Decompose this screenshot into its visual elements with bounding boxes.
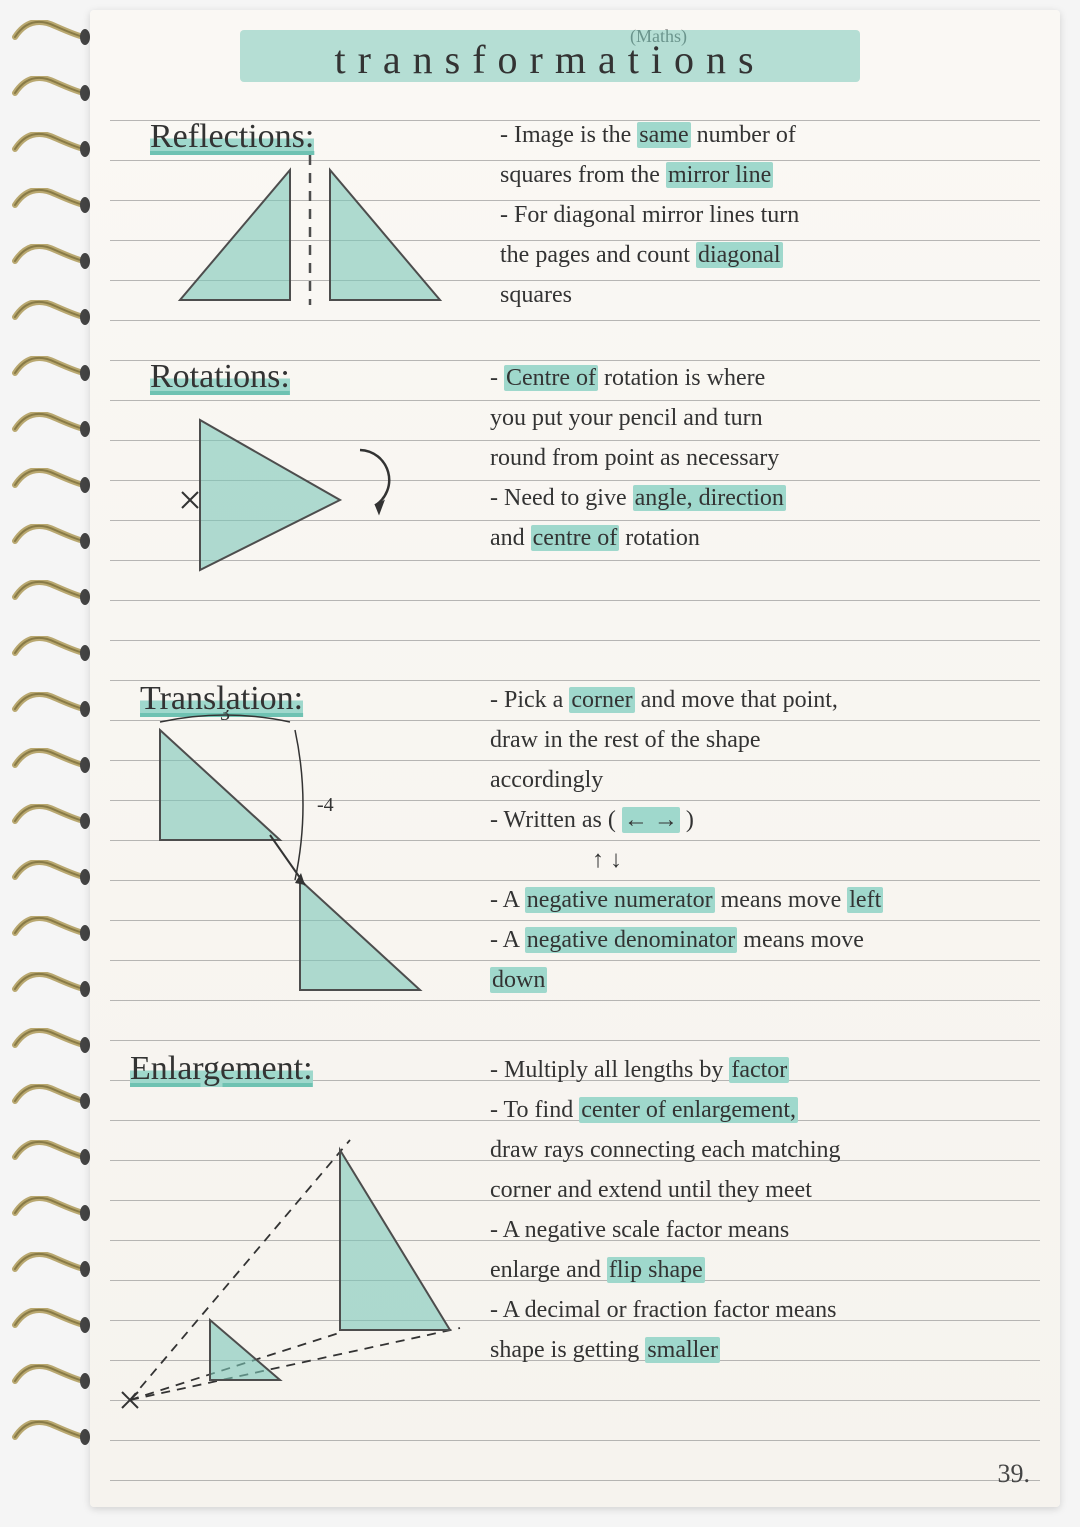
spiral-ring	[10, 1028, 90, 1062]
spiral-ring	[10, 1140, 90, 1174]
spiral-ring	[10, 188, 90, 222]
spiral-ring	[10, 468, 90, 502]
spiral-ring	[10, 692, 90, 726]
spiral-ring	[10, 748, 90, 782]
spiral-ring	[10, 1364, 90, 1398]
svg-text:-4: -4	[317, 794, 334, 816]
spiral-ring	[10, 524, 90, 558]
page-number: 39.	[998, 1459, 1031, 1489]
spiral-ring	[10, 580, 90, 614]
rotations-diagram	[170, 400, 430, 590]
enlargement-notes: - Multiply all lengths by factor - To fi…	[490, 1050, 841, 1370]
spiral-ring	[10, 132, 90, 166]
enlargement-diagram	[110, 1080, 470, 1410]
spiral-ring	[10, 20, 90, 54]
spiral-ring	[10, 356, 90, 390]
spiral-binding	[10, 20, 100, 1487]
translation-notes: - Pick a corner and move that point, dra…	[490, 680, 883, 1000]
spiral-ring	[10, 860, 90, 894]
spiral-ring	[10, 636, 90, 670]
spiral-ring	[10, 1308, 90, 1342]
page-title-block: (Maths) transformations	[240, 30, 860, 82]
spiral-ring	[10, 1420, 90, 1454]
spiral-ring	[10, 244, 90, 278]
spiral-ring	[10, 300, 90, 334]
spiral-ring	[10, 1252, 90, 1286]
spiral-ring	[10, 804, 90, 838]
spiral-ring	[10, 916, 90, 950]
svg-text:3: 3	[220, 710, 230, 725]
spiral-ring	[10, 412, 90, 446]
reflections-notes: - Image is the same number of squares fr…	[500, 115, 799, 315]
notebook-page: (Maths) transformations Reflections:- Im…	[90, 10, 1060, 1507]
spiral-ring	[10, 1196, 90, 1230]
spiral-ring	[10, 76, 90, 110]
spiral-ring	[10, 1084, 90, 1118]
rotations-heading: Rotations:	[150, 358, 290, 396]
spiral-ring	[10, 972, 90, 1006]
page-title: transformations	[240, 36, 860, 83]
rotations-notes: - Centre of rotation is where you put yo…	[490, 358, 786, 558]
reflections-diagram	[160, 150, 460, 310]
translation-diagram: 3 -4	[140, 710, 460, 1010]
